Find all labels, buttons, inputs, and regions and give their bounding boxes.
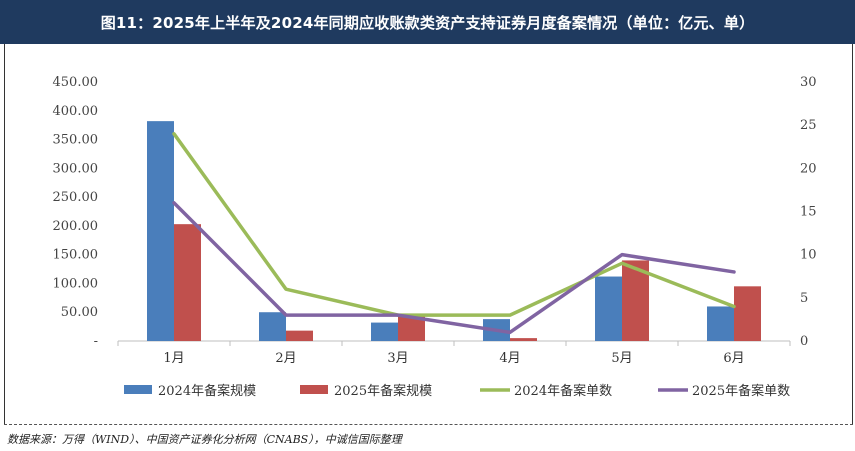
chart-title: 图11：2025年上半年及2024年同期应收账款类资产支持证券月度备案情况（单位… bbox=[100, 13, 755, 32]
left-axis-tick-label: - bbox=[94, 334, 98, 349]
left-axis-tick-label: 150.00 bbox=[53, 248, 99, 263]
right-axis-tick-label: 15 bbox=[800, 205, 817, 220]
source-divider bbox=[4, 424, 853, 425]
x-axis-category-label: 2月 bbox=[275, 351, 296, 366]
x-axis-category-label: 4月 bbox=[499, 351, 520, 366]
bar-2024-scale bbox=[595, 276, 622, 341]
legend-swatch bbox=[124, 385, 152, 394]
bar-2024-scale bbox=[147, 121, 174, 341]
left-axis-tick-label: 300.00 bbox=[53, 161, 99, 176]
left-axis-tick-label: 50.00 bbox=[61, 305, 98, 320]
chart-frame bbox=[4, 44, 853, 425]
right-axis-tick-label: 0 bbox=[800, 334, 808, 349]
legend-label: 2024年备案规模 bbox=[158, 383, 256, 399]
bar-2024-scale bbox=[707, 306, 734, 341]
left-axis-tick-label: 400.00 bbox=[53, 104, 99, 119]
bar-2025-scale bbox=[510, 338, 537, 341]
left-axis-tick-label: 250.00 bbox=[53, 190, 99, 205]
bar-2025-scale bbox=[622, 260, 649, 341]
left-axis-tick-label: 200.00 bbox=[53, 219, 99, 234]
legend-label: 2025年备案规模 bbox=[334, 383, 432, 399]
right-axis-tick-label: 25 bbox=[800, 118, 817, 133]
right-axis-tick-label: 5 bbox=[800, 291, 808, 306]
bar-2025-scale bbox=[734, 286, 761, 341]
legend-swatch bbox=[300, 385, 328, 394]
bar-2024-scale bbox=[371, 322, 398, 341]
series-line-2024-count bbox=[172, 132, 736, 317]
right-axis-tick-label: 10 bbox=[800, 248, 817, 263]
left-axis-tick-label: 100.00 bbox=[53, 276, 99, 291]
left-axis-tick-label: 450.00 bbox=[53, 75, 99, 90]
chart-title-bar: 图11：2025年上半年及2024年同期应收账款类资产支持证券月度备案情况（单位… bbox=[0, 0, 855, 44]
x-axis-category-label: 3月 bbox=[387, 351, 408, 366]
right-axis-tick-label: 30 bbox=[800, 75, 817, 90]
legend-label: 2025年备案单数 bbox=[692, 383, 790, 399]
bar-2024-scale bbox=[259, 312, 286, 341]
bar-2025-scale bbox=[286, 330, 313, 341]
x-axis-category-label: 5月 bbox=[611, 351, 632, 366]
series-line-2025-count bbox=[172, 201, 736, 335]
x-axis-category-label: 6月 bbox=[723, 351, 744, 366]
bar-2025-scale bbox=[174, 224, 201, 341]
x-axis-category-label: 1月 bbox=[163, 351, 184, 366]
right-axis-tick-label: 20 bbox=[800, 161, 817, 176]
source-note: 数据来源：万得（WIND）、中国资产证券化分析网（CNABS），中诚信国际整理 bbox=[7, 433, 402, 446]
left-axis-tick-label: 350.00 bbox=[53, 133, 99, 148]
legend-label: 2024年备案单数 bbox=[514, 383, 612, 399]
